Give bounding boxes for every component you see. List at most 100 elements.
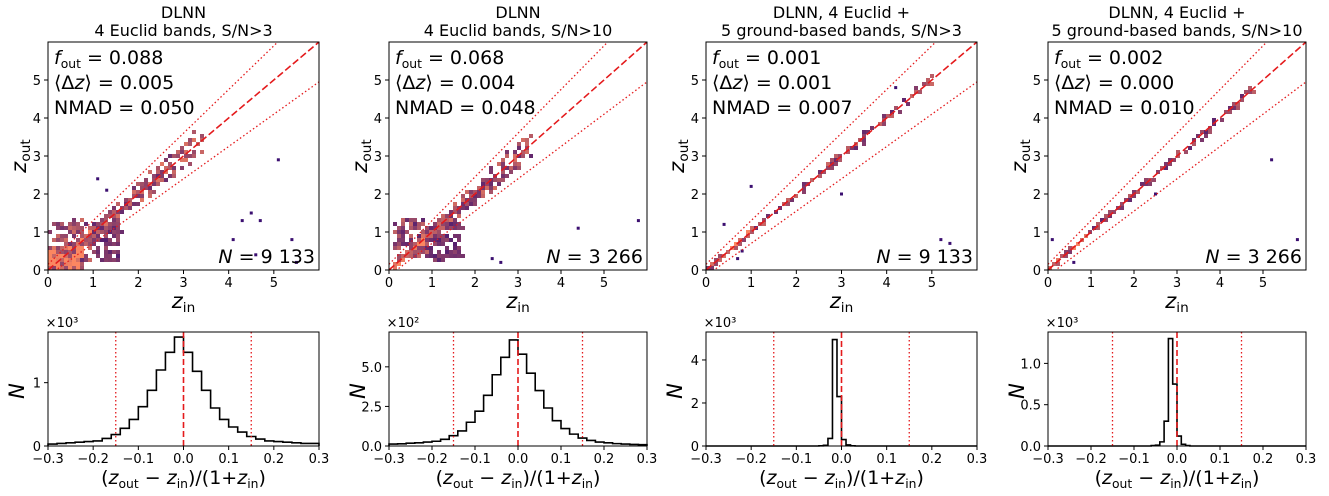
density-cell: [60, 222, 64, 226]
density-cell: [172, 154, 176, 158]
density-cell: [497, 162, 501, 166]
density-cell: [1188, 146, 1192, 150]
density-cell: [200, 134, 204, 138]
density-cell: [1164, 162, 1168, 166]
stat-fout-part: = 0.088: [81, 47, 163, 69]
density-cell: [722, 254, 726, 258]
y-multiplier: ×10³: [704, 316, 737, 331]
density-cell: [112, 230, 116, 234]
y-tick-label: 3: [374, 150, 382, 165]
density-cell: [453, 206, 457, 210]
density-cell: [1160, 166, 1164, 170]
x-axis-label-part: z: [1159, 467, 1171, 489]
x-axis-label-part: z: [766, 467, 778, 489]
density-cell: [441, 238, 445, 242]
density-cell: [457, 254, 461, 258]
reference-lines: [1048, 42, 1306, 270]
x-tick-label: 0.0: [831, 452, 852, 467]
density-cell: [104, 218, 108, 222]
outlier-cell: [290, 238, 294, 242]
density-cell: [1208, 130, 1212, 134]
y-multiplier: ×10³: [46, 316, 79, 331]
density-cell: [393, 246, 397, 250]
density-cell: [926, 82, 930, 86]
outlier-cell: [1295, 238, 1299, 242]
density-cell: [1120, 206, 1124, 210]
density-cell: [417, 238, 421, 242]
density-cell: [501, 166, 505, 170]
density-cell: [136, 190, 140, 194]
y-axis-label-part: out: [18, 139, 34, 162]
density-cell: [457, 250, 461, 254]
stat-nmad: NMAD = 0.010: [1054, 97, 1195, 119]
x-axis-label-part: in: [177, 477, 188, 491]
x-tick-label: 0: [702, 276, 710, 291]
x-axis-label-part: out: [777, 477, 797, 491]
density-cell: [128, 198, 132, 202]
density-cell: [1248, 86, 1252, 90]
outlier-bound-line: [389, 42, 609, 265]
density-cell: [786, 202, 790, 206]
x-tick-label: 3: [837, 276, 845, 291]
density-cell: [140, 198, 144, 202]
y-axis-label: zout: [348, 139, 375, 174]
x-tick-label: −0.1: [781, 452, 813, 467]
density-cell: [188, 138, 192, 142]
density-cell: [76, 226, 80, 230]
y-axis-label: zout: [1007, 139, 1034, 174]
density-cell: [465, 190, 469, 194]
density-cell: [156, 174, 160, 178]
density-cell: [501, 158, 505, 162]
density-cell: [453, 254, 457, 258]
density-cell: [116, 234, 120, 238]
y-multiplier: ×10³: [1046, 316, 1079, 331]
density-cell: [76, 242, 80, 246]
density-cell: [401, 242, 405, 246]
density-cell: [68, 242, 72, 246]
density-cell: [116, 250, 120, 254]
density-cell: [525, 142, 529, 146]
stat-n-part: N: [218, 246, 232, 268]
y-tick-label: 2: [691, 397, 699, 412]
panel-title-line2: 4 Euclid bands, S/N>10: [424, 21, 613, 40]
density-cell: [449, 238, 453, 242]
density-cell: [517, 166, 521, 170]
x-tick-label: −0.3: [32, 452, 64, 467]
density-cell: [465, 202, 469, 206]
density-cell: [132, 202, 136, 206]
density-cell: [457, 222, 461, 226]
x-tick-label: 1: [1087, 276, 1095, 291]
x-tick-label: 5: [600, 276, 608, 291]
density-cell: [76, 262, 80, 266]
density-cell: [56, 238, 60, 242]
density-cell: [449, 226, 453, 230]
density-cell: [152, 190, 156, 194]
panel-title-line1: DLNN, 4 Euclid +: [773, 3, 910, 22]
outlier-cell: [636, 219, 640, 223]
density-cell: [112, 234, 116, 238]
density-cell: [72, 242, 76, 246]
density-cell: [437, 258, 441, 262]
stat-dz-part: z: [1073, 72, 1085, 94]
x-tick-label: 0.3: [1296, 452, 1317, 467]
density-cell: [425, 226, 429, 230]
x-axis-label: (zout − zin)/(1+zin): [101, 467, 266, 491]
density-cell: [878, 122, 882, 126]
x-tick-label: 0.3: [967, 452, 988, 467]
density-cell: [413, 242, 417, 246]
density-cell: [802, 182, 806, 186]
x-axis-label-part: z: [1164, 289, 1177, 313]
reference-lines: [389, 42, 647, 270]
x-tick-label: −0.1: [1118, 452, 1150, 467]
x-axis-label-part: in: [247, 477, 258, 491]
stat-dz-part: ⟩ = 0.000: [1084, 72, 1174, 94]
density-cell: [429, 238, 433, 242]
density-cell: [60, 226, 64, 230]
x-axis-label: zin: [505, 289, 529, 316]
panel-title-line2: 5 ground-based bands, S/N>10: [1051, 21, 1302, 40]
density-cell: [453, 222, 457, 226]
y-tick-label: 5: [374, 74, 382, 89]
density-cell: [56, 226, 60, 230]
density-cell: [465, 198, 469, 202]
density-cell: [401, 234, 405, 238]
